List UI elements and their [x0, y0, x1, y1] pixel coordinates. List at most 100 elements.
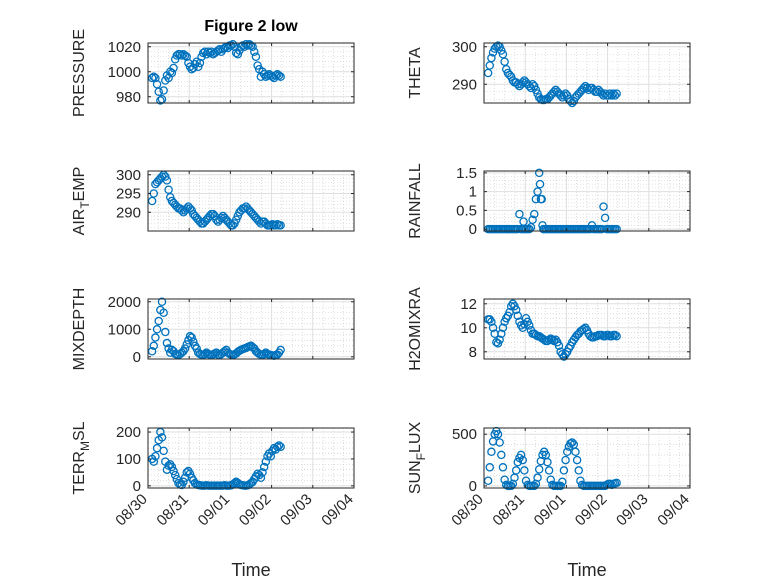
data-point	[182, 204, 191, 213]
data-point	[528, 215, 537, 224]
data-point	[497, 329, 506, 339]
data-point	[571, 447, 580, 457]
data-point	[483, 476, 493, 486]
y-tick-label: 8	[469, 344, 477, 361]
data-point	[574, 466, 584, 475]
data-point	[169, 466, 178, 476]
y-tick-label: 0.5	[456, 202, 477, 219]
data-point	[609, 89, 618, 98]
data-point	[154, 316, 163, 326]
data-point	[159, 446, 168, 456]
data-point	[533, 187, 542, 196]
data-point	[154, 87, 163, 97]
y-tick-label: 0	[133, 478, 141, 495]
data-point	[544, 466, 554, 475]
y-tick-label: 500	[452, 426, 477, 443]
data-point	[151, 452, 160, 461]
data-point	[161, 327, 170, 337]
data-point	[276, 345, 285, 355]
data-point	[556, 481, 565, 491]
y-tick-label: 2000	[108, 294, 141, 311]
data-point	[488, 323, 498, 333]
data-point	[180, 51, 190, 60]
axes-frame	[483, 170, 691, 232]
data-point	[250, 47, 259, 57]
chart-rainfall: 0 0.51 1.5 RAINFALL	[407, 163, 691, 239]
data-point	[276, 442, 285, 452]
data-point	[271, 71, 280, 80]
data-point	[558, 477, 567, 487]
x-tick-label: 09/03	[277, 491, 316, 530]
data-point	[525, 321, 534, 330]
x-tick-label: 09/01	[531, 491, 570, 530]
y-axis-label-main: H2OMIXRA	[407, 287, 424, 371]
chart-terr-msl: 0 100 200 08/30 08/31 09/01 09/02 09/03 09/04 Tim…	[71, 421, 357, 580]
y-axis-label: TERRMSL	[71, 421, 92, 494]
data-point	[513, 457, 523, 467]
data-point	[543, 457, 552, 467]
data-point	[548, 335, 557, 345]
data-point	[511, 466, 521, 475]
y-tick-label: 1000	[108, 321, 141, 338]
data-point	[493, 429, 503, 439]
data-point	[534, 168, 544, 178]
data-point	[513, 80, 523, 89]
y-axis-label-subscript: T	[78, 201, 92, 209]
data-point	[274, 441, 284, 450]
data-point	[149, 72, 159, 82]
x-tick-label: 09/02	[236, 491, 275, 530]
data-point	[167, 462, 177, 472]
data-point	[179, 477, 188, 487]
data-point	[558, 349, 567, 359]
y-tick-label: 290	[452, 76, 477, 93]
data-point	[599, 202, 608, 211]
data-point	[607, 91, 616, 100]
data-point	[212, 215, 221, 224]
axes-frame	[147, 427, 355, 489]
data-point	[498, 323, 508, 333]
data-point	[513, 311, 523, 321]
data-point	[487, 447, 496, 457]
x-tick-label: 08/31	[489, 491, 528, 530]
data-point	[559, 466, 569, 475]
y-axis-label-main: MIXDEPTH	[71, 288, 88, 371]
data-point	[572, 455, 582, 465]
data-point	[592, 87, 602, 97]
data-point	[485, 463, 495, 472]
y-tick-label: 1	[469, 184, 477, 201]
data-point	[612, 478, 621, 488]
data-point	[271, 221, 280, 230]
data-point	[180, 344, 190, 353]
y-axis-label-main: RAINFALL	[407, 163, 424, 239]
data-point	[147, 347, 157, 356]
data-point	[506, 481, 516, 491]
y-axis-label-subscript: F	[414, 453, 428, 460]
y-axis-label-main: PRESSURE	[71, 29, 88, 117]
chart-theta: 290 300 THETA	[407, 39, 691, 108]
data-point	[518, 78, 527, 87]
y-axis-label: SUNFLUX	[407, 422, 428, 495]
data-point	[533, 473, 542, 482]
data-point	[251, 52, 261, 62]
data-point	[170, 470, 180, 480]
axes-frame	[147, 170, 355, 232]
y-tick-label: 1020	[108, 39, 141, 56]
data-point	[487, 317, 496, 327]
y-tick-label: 0	[469, 478, 477, 495]
data-point	[612, 224, 621, 234]
data-point	[159, 86, 168, 95]
data-point	[518, 455, 527, 465]
data-point	[149, 457, 159, 466]
axes-frame	[147, 42, 355, 104]
y-tick-label: 295	[116, 186, 141, 203]
y-axis-label-main: TERR	[71, 451, 88, 495]
data-point	[162, 176, 172, 185]
y-axis-label: PRESSURE	[71, 29, 88, 117]
data-point	[156, 96, 165, 105]
y-axis-label: H2OMIXRA	[407, 287, 424, 371]
data-point	[531, 479, 541, 489]
data-point	[537, 194, 546, 204]
y-axis-label-subscript: M	[78, 441, 92, 451]
